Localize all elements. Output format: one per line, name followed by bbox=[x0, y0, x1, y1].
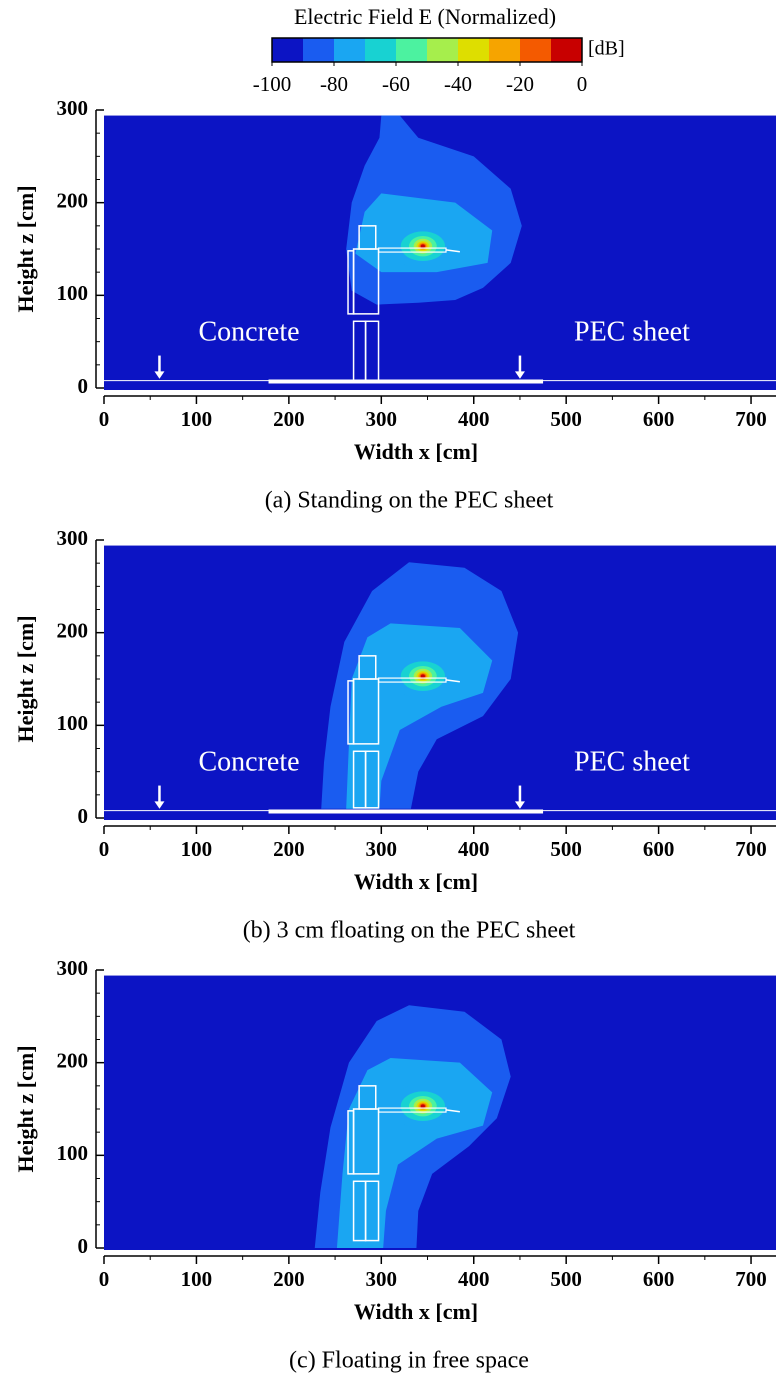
x-tick-label: 0 bbox=[99, 407, 110, 431]
x-tick-label: 600 bbox=[643, 1267, 675, 1291]
x-tick-label: 700 bbox=[735, 407, 767, 431]
caption: (b) 3 cm floating on the PEC sheet bbox=[243, 918, 576, 944]
colorbar-swatch bbox=[396, 38, 428, 62]
annotation-arrowhead bbox=[154, 371, 165, 379]
colorbar-unit: [dB] bbox=[588, 38, 625, 60]
colorbar-tick-label: -80 bbox=[320, 72, 348, 96]
y-tick-label: 0 bbox=[78, 1234, 89, 1258]
caption: (a) Standing on the PEC sheet bbox=[265, 488, 554, 514]
x-tick-label: 400 bbox=[458, 837, 490, 861]
x-axis-label: Width x [cm] bbox=[354, 439, 478, 464]
y-tick-label: 100 bbox=[57, 1141, 89, 1165]
x-axis-label: Width x [cm] bbox=[354, 869, 478, 894]
y-tick-label: 0 bbox=[78, 804, 89, 828]
human-model bbox=[347, 1110, 355, 1175]
y-tick-label: 300 bbox=[57, 96, 89, 120]
annotation-arrowhead bbox=[154, 801, 165, 809]
colorbar-tick-label: -40 bbox=[444, 72, 472, 96]
contour-panel: Concrete PEC sheet bbox=[104, 545, 776, 820]
y-axis-label: Height z [cm] bbox=[13, 1045, 38, 1172]
x-tick-label: 400 bbox=[458, 407, 490, 431]
colorbar-title: Electric Field E (Normalized) bbox=[294, 4, 556, 29]
annotation-arrowhead bbox=[514, 371, 525, 379]
antenna bbox=[445, 249, 460, 253]
x-tick-label: 500 bbox=[550, 837, 582, 861]
x-tick-label: 500 bbox=[550, 407, 582, 431]
y-tick-label: 200 bbox=[57, 1048, 89, 1072]
contour-region bbox=[420, 674, 425, 679]
x-tick-label: 200 bbox=[273, 837, 305, 861]
human-model bbox=[364, 1180, 380, 1242]
x-tick-label: 100 bbox=[181, 837, 213, 861]
contour-region bbox=[420, 1104, 425, 1109]
colorbar-swatch bbox=[520, 38, 552, 62]
x-tick-label: 100 bbox=[181, 1267, 213, 1291]
y-tick-label: 100 bbox=[57, 711, 89, 735]
colorbar-tick-label: 0 bbox=[577, 72, 588, 96]
x-axis-label: Width x [cm] bbox=[354, 1299, 478, 1324]
colorbar-swatch bbox=[303, 38, 335, 62]
x-tick-label: 100 bbox=[181, 407, 213, 431]
y-tick-label: 200 bbox=[57, 188, 89, 212]
colorbar-swatch bbox=[365, 38, 397, 62]
y-tick-label: 200 bbox=[57, 618, 89, 642]
annotation: PEC sheet bbox=[574, 317, 690, 348]
contour-panel bbox=[104, 975, 776, 1250]
y-tick-label: 0 bbox=[78, 374, 89, 398]
y-axis-label: Height z [cm] bbox=[13, 615, 38, 742]
x-tick-label: 600 bbox=[643, 407, 675, 431]
y-tick-label: 300 bbox=[57, 956, 89, 980]
colorbar-swatch bbox=[458, 38, 490, 62]
annotation-arrowhead bbox=[514, 801, 525, 809]
human-model bbox=[347, 680, 355, 745]
colorbar-swatch bbox=[272, 38, 304, 62]
caption: (c) Floating in free space bbox=[289, 1348, 529, 1374]
contour-region bbox=[346, 623, 493, 809]
colorbar-frame bbox=[271, 37, 583, 63]
x-tick-label: 400 bbox=[458, 1267, 490, 1291]
y-axis-label: Height z [cm] bbox=[13, 185, 38, 312]
x-tick-label: 300 bbox=[366, 837, 398, 861]
x-tick-label: 700 bbox=[735, 1267, 767, 1291]
colorbar-swatch bbox=[427, 38, 459, 62]
x-tick-label: 0 bbox=[99, 1267, 110, 1291]
colorbar-tick-label: -60 bbox=[382, 72, 410, 96]
human-model bbox=[364, 750, 380, 809]
contour-panel: Concrete PEC sheet bbox=[104, 115, 776, 390]
antenna bbox=[445, 1109, 460, 1113]
x-tick-label: 500 bbox=[550, 1267, 582, 1291]
x-tick-label: 300 bbox=[366, 1267, 398, 1291]
colorbar-tick-label: -20 bbox=[506, 72, 534, 96]
colorbar-tick-label: -100 bbox=[253, 72, 292, 96]
x-tick-label: 300 bbox=[366, 407, 398, 431]
antenna bbox=[445, 679, 460, 683]
human-model bbox=[347, 250, 355, 315]
annotation: Concrete bbox=[198, 317, 299, 348]
annotation: Concrete bbox=[198, 747, 299, 778]
x-tick-label: 700 bbox=[735, 837, 767, 861]
y-tick-label: 300 bbox=[57, 526, 89, 550]
x-tick-label: 0 bbox=[99, 837, 110, 861]
colorbar-swatch bbox=[489, 38, 521, 62]
contour-region bbox=[420, 244, 425, 249]
x-tick-label: 200 bbox=[273, 407, 305, 431]
colorbar-swatch bbox=[334, 38, 366, 62]
x-tick-label: 600 bbox=[643, 837, 675, 861]
colorbar-swatch bbox=[551, 38, 583, 62]
x-tick-label: 200 bbox=[273, 1267, 305, 1291]
y-tick-label: 100 bbox=[57, 281, 89, 305]
annotation: PEC sheet bbox=[574, 747, 690, 778]
